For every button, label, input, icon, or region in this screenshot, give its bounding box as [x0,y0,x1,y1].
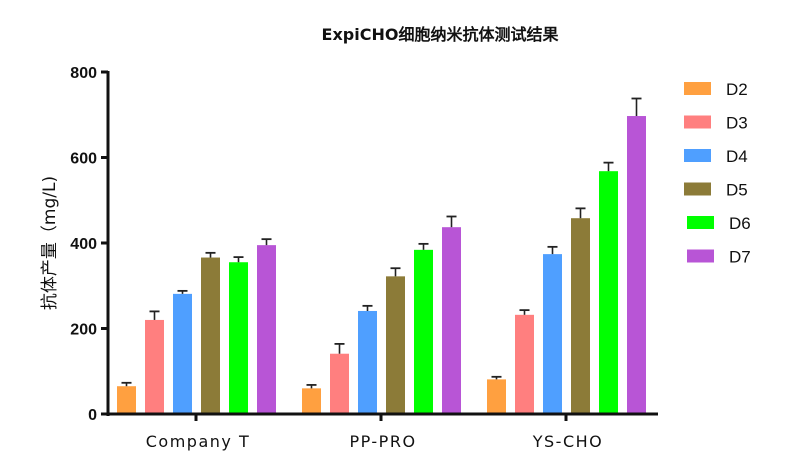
bar-d4 [173,293,192,414]
legend-swatch-d5 [684,182,711,196]
bars [117,97,646,414]
y-axis-label: 抗体产量（mg/L) [40,176,60,310]
legend-label: D2 [726,80,748,99]
legend-label: D7 [729,248,751,267]
legend-label: D6 [729,214,751,233]
y-tick-label: 600 [70,151,97,168]
bar-d3 [515,314,534,414]
y-tick-label: 400 [70,236,97,253]
x-axis: Company T PP-PRO YS-CHO [107,412,658,451]
bar-d7 [627,116,646,414]
bar-d7 [257,245,276,414]
bar-d5 [201,257,220,414]
legend-swatch-d2 [684,82,711,95]
bar-d2 [117,386,136,414]
legend-swatch-d6 [687,216,714,229]
x-tick-label: Company T [146,432,250,451]
legend-swatch-d7 [687,249,714,263]
bar-d4 [543,254,562,414]
x-tick-label: YS-CHO [532,432,604,451]
bar-d7 [442,227,461,414]
bar-d5 [386,276,405,414]
legend-label: D5 [726,181,748,200]
y-axis: 0 200 400 600 800 [70,65,110,424]
legend: D2 D3 D4 D5 D6 D7 [684,80,751,267]
bar-d5 [571,218,590,414]
bar-d2 [302,388,321,414]
legend-swatch-d4 [684,149,711,162]
legend-swatch-d3 [684,115,711,129]
bar-d6 [599,171,618,414]
bar-d6 [229,262,248,414]
legend-label: D3 [726,114,748,133]
bar-d2 [487,379,506,414]
legend-label: D4 [726,147,748,166]
bar-d3 [330,353,349,414]
bar-d3 [145,319,164,414]
bar-d4 [358,310,377,414]
chart-title: ExpiCHO细胞纳米抗体测试结果 [322,25,559,44]
y-tick-label: 200 [70,322,97,339]
bar-d6 [414,249,433,414]
y-tick-label: 0 [88,407,97,424]
y-tick-label: 800 [70,65,97,82]
x-tick-label: PP-PRO [349,432,416,451]
